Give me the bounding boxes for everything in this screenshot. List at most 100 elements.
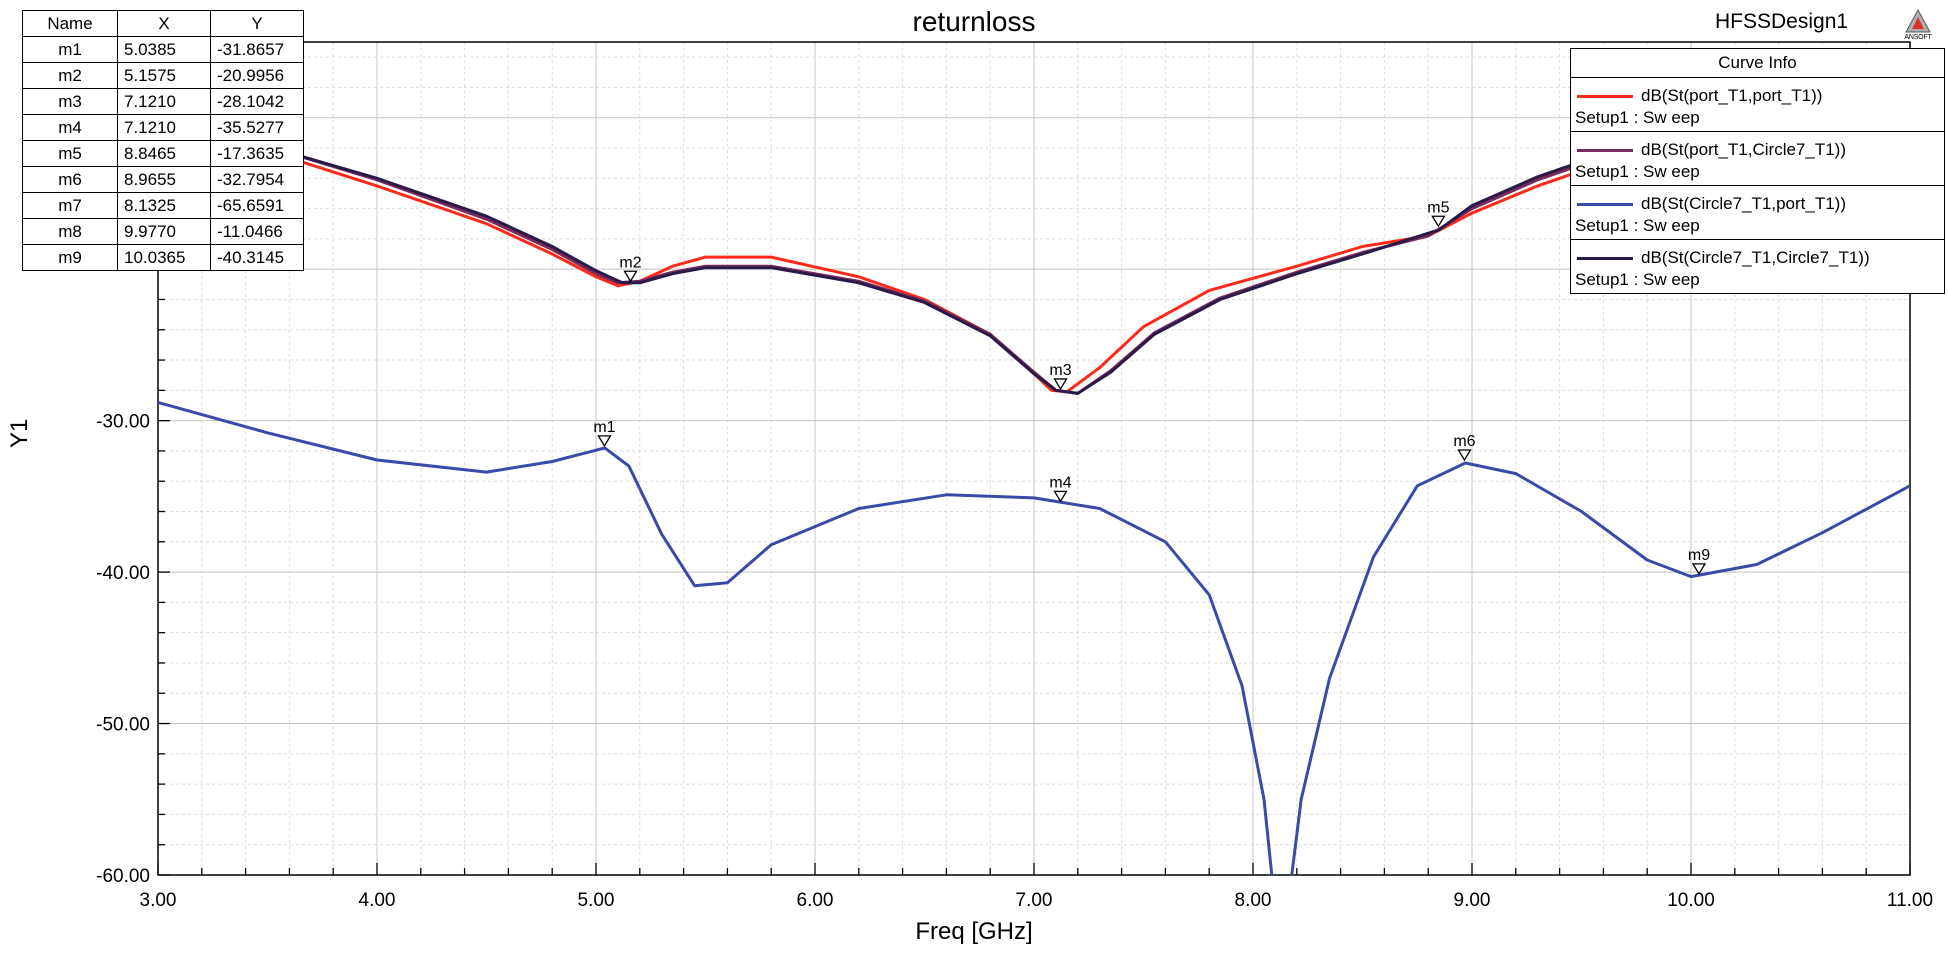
axis-ticks: 3.00 4.00 5.00 6.00 7.00 8.00 9.00 10.00 11.00 -3…: [96, 56, 1933, 911]
marker-x: 5.0385: [117, 36, 211, 63]
marker-label: m9: [1688, 547, 1710, 564]
x-axis-label: Freq [GHz]: [915, 918, 1033, 945]
marker-name: m1: [22, 36, 118, 63]
table-row: m7 8.1325 -65.6591: [22, 192, 304, 219]
legend-item[interactable]: dB(St(Circle7_T1,port_T1)) Setup1 : Sw e…: [1571, 186, 1944, 240]
x-tick-label: 7.00: [1016, 890, 1053, 911]
legend-setup: Setup1 : Sw eep: [1575, 108, 1700, 127]
series-line: [158, 120, 1692, 395]
marker-y: -40.3145: [210, 244, 304, 271]
curve-info-legend: Curve Info dB(St(port_T1,port_T1)) Setup…: [1570, 48, 1945, 294]
marker-x: 8.9655: [117, 166, 211, 193]
marker-header-name: Name: [22, 10, 118, 37]
marker-y: -32.7954: [210, 166, 304, 193]
table-row: m6 8.9655 -32.7954: [22, 166, 304, 193]
marker-y: -11.0466: [210, 218, 304, 245]
legend-swatch: [1577, 257, 1633, 260]
x-tick-label: 6.00: [797, 890, 834, 911]
marker-name: m5: [22, 140, 118, 167]
marker-name: m7: [22, 192, 118, 219]
marker-triangle: [1053, 490, 1068, 503]
marker-triangle: [1457, 449, 1472, 462]
legend-item[interactable]: dB(St(Circle7_T1,Circle7_T1)) Setup1 : S…: [1571, 240, 1944, 293]
marker-y: -17.3635: [210, 140, 304, 167]
marker-label: m3: [1049, 362, 1071, 379]
chart-title: returnloss: [912, 6, 1036, 37]
table-row: m9 10.0365 -40.3145: [22, 244, 304, 271]
marker-name: m8: [22, 218, 118, 245]
marker-header-x: X: [117, 10, 211, 37]
marker-name: m9: [22, 244, 118, 271]
marker-y: -35.5277: [210, 114, 304, 141]
marker-label: m4: [1049, 474, 1071, 491]
marker-label: m1: [593, 419, 615, 436]
marker-x: 9.9770: [117, 218, 211, 245]
marker-name: m6: [22, 166, 118, 193]
legend-setup: Setup1 : Sw eep: [1575, 216, 1700, 235]
legend-title: Curve Info: [1571, 49, 1944, 78]
logo-triangle-icon: [1905, 8, 1931, 33]
y-tick-label: -60.00: [96, 866, 150, 887]
marker-y: -65.6591: [210, 192, 304, 219]
marker-triangle: [1691, 563, 1707, 576]
logo-text: ANSOFT: [1904, 34, 1932, 41]
marker-header-y: Y: [210, 10, 304, 37]
marker-x: 10.0365: [117, 244, 211, 271]
marker-triangle: [623, 270, 638, 283]
marker-x: 5.1575: [117, 62, 211, 89]
marker-table-header: Name X Y: [22, 10, 304, 37]
y-tick-label: -40.00: [96, 563, 150, 584]
marker-triangle: [1431, 215, 1446, 228]
chart-markers: m1 m2 m3 m4 m5 m6 m9: [593, 199, 1710, 576]
legend-item[interactable]: dB(St(port_T1,port_T1)) Setup1 : Sw eep: [1571, 78, 1944, 132]
series-line: [158, 122, 1692, 394]
marker-y: -20.9956: [210, 62, 304, 89]
marker-x: 7.1210: [117, 88, 211, 115]
x-tick-label: 5.00: [578, 890, 615, 911]
y-tick-label: -30.00: [96, 412, 150, 433]
legend-series-name: dB(St(Circle7_T1,port_T1)): [1641, 194, 1847, 213]
marker-y: -28.1042: [210, 88, 304, 115]
marker-label: m5: [1427, 199, 1449, 216]
series-lines: [158, 120, 1910, 875]
table-row: m2 5.1575 -20.9956: [22, 62, 304, 89]
legend-series-name: dB(St(Circle7_T1,Circle7_T1)): [1641, 248, 1870, 267]
x-tick-label: 10.00: [1667, 890, 1715, 911]
design-name: HFSSDesign1: [1715, 10, 1849, 33]
x-tick-label: 8.00: [1235, 890, 1272, 911]
table-row: m5 8.8465 -17.3635: [22, 140, 304, 167]
marker-label: m2: [619, 254, 641, 271]
legend-swatch: [1577, 149, 1633, 152]
legend-setup: Setup1 : Sw eep: [1575, 270, 1700, 289]
y-axis-label: Y1: [6, 418, 33, 448]
marker-y: -31.8657: [210, 36, 304, 63]
table-row: m4 7.1210 -35.5277: [22, 114, 304, 141]
x-tick-label: 11.00: [1887, 890, 1933, 911]
legend-series-name: dB(St(port_T1,Circle7_T1)): [1641, 140, 1847, 159]
legend-swatch: [1577, 95, 1633, 98]
marker-name: m2: [22, 62, 118, 89]
x-tick-label: 9.00: [1454, 890, 1491, 911]
y-tick-label: -50.00: [96, 715, 150, 736]
legend-series-name: dB(St(port_T1,port_T1)): [1641, 86, 1823, 105]
table-row: m1 5.0385 -31.8657: [22, 36, 304, 63]
series-line: [158, 122, 1692, 395]
marker-x: 8.8465: [117, 140, 211, 167]
marker-name: m3: [22, 88, 118, 115]
marker-x: 8.1325: [117, 192, 211, 219]
marker-table: Name X Y m1 5.0385 -31.8657 m2 5.1575 -20.99…: [22, 10, 304, 271]
table-row: m8 9.9770 -11.0466: [22, 218, 304, 245]
ansoft-logo: ANSOFT: [1896, 8, 1940, 42]
marker-name: m4: [22, 114, 118, 141]
legend-item[interactable]: dB(St(port_T1,Circle7_T1)) Setup1 : Sw e…: [1571, 132, 1944, 186]
x-tick-label: 3.00: [140, 890, 177, 911]
x-tick-label: 4.00: [359, 890, 396, 911]
marker-x: 7.1210: [117, 114, 211, 141]
legend-setup: Setup1 : Sw eep: [1575, 162, 1700, 181]
marker-label: m6: [1453, 433, 1475, 450]
legend-swatch: [1577, 203, 1633, 206]
table-row: m3 7.1210 -28.1042: [22, 88, 304, 115]
series-line: [158, 401, 1910, 875]
marker-triangle: [1053, 378, 1068, 391]
